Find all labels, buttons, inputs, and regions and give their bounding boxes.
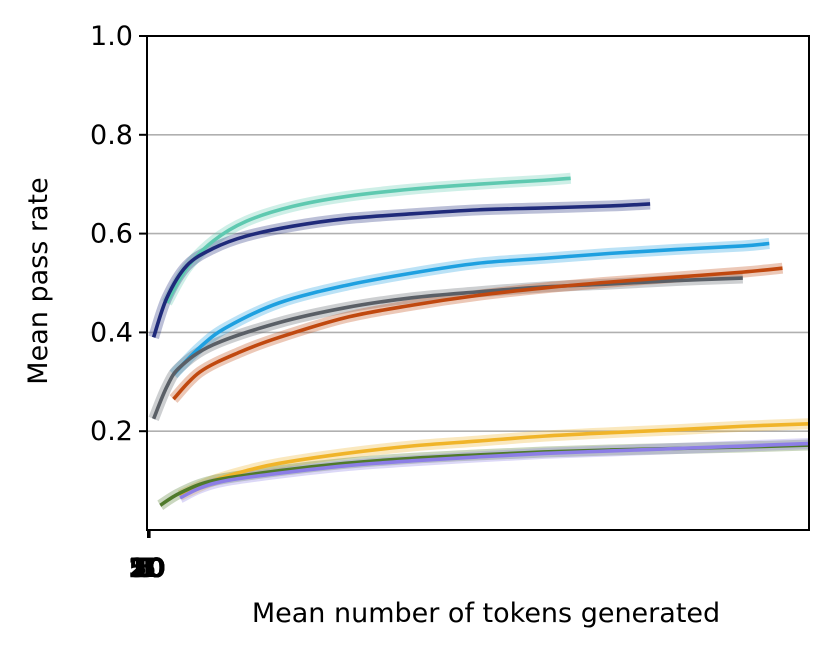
y-axis-label: Mean pass rate (23, 177, 54, 384)
x-tick-label: 10 (128, 553, 166, 584)
series-5-line (172, 266, 783, 401)
x-tick-label: 5 (138, 553, 157, 584)
series-4-line (151, 276, 743, 420)
x-tick-label: 20 (128, 553, 166, 584)
series-6-line (179, 421, 810, 498)
y-tick-label: 0.2 (90, 416, 133, 447)
plot-frame (146, 35, 810, 531)
y-tick-label: 1.0 (90, 21, 133, 52)
x-tick-label: 1 (138, 553, 157, 584)
y-tick-label: 0.8 (90, 120, 133, 151)
y-axis-ticks: 0.2 0.4 0.6 0.8 1.0 (90, 21, 147, 447)
x-axis-label: Mean number of tokens generated (252, 598, 720, 629)
y-tick-label: 0.4 (90, 317, 133, 348)
series-2-line (151, 202, 651, 338)
x-tick-label: 50 (128, 553, 166, 584)
series-8-line (179, 441, 810, 500)
series-3-line (172, 241, 770, 376)
series-lines (151, 176, 810, 507)
y-tick-label: 0.6 (90, 219, 133, 250)
series-1-line (165, 176, 571, 304)
